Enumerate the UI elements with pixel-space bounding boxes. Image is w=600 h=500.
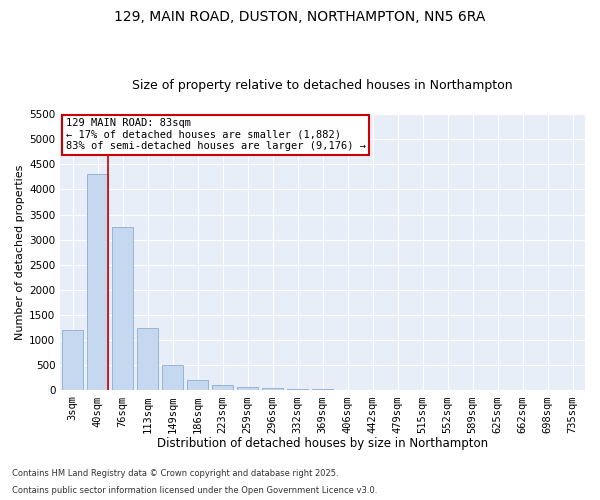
Bar <box>137 328 158 390</box>
Bar <box>262 388 283 390</box>
Text: 129 MAIN ROAD: 83sqm
← 17% of detached houses are smaller (1,882)
83% of semi-de: 129 MAIN ROAD: 83sqm ← 17% of detached h… <box>65 118 365 152</box>
Bar <box>237 386 258 390</box>
X-axis label: Distribution of detached houses by size in Northampton: Distribution of detached houses by size … <box>157 437 488 450</box>
Text: 129, MAIN ROAD, DUSTON, NORTHAMPTON, NN5 6RA: 129, MAIN ROAD, DUSTON, NORTHAMPTON, NN5… <box>115 10 485 24</box>
Bar <box>62 330 83 390</box>
Bar <box>162 366 184 390</box>
Bar <box>287 389 308 390</box>
Bar <box>187 380 208 390</box>
Bar <box>212 386 233 390</box>
Title: Size of property relative to detached houses in Northampton: Size of property relative to detached ho… <box>133 79 513 92</box>
Bar <box>87 174 109 390</box>
Bar <box>112 227 133 390</box>
Text: Contains public sector information licensed under the Open Government Licence v3: Contains public sector information licen… <box>12 486 377 495</box>
Text: Contains HM Land Registry data © Crown copyright and database right 2025.: Contains HM Land Registry data © Crown c… <box>12 468 338 477</box>
Y-axis label: Number of detached properties: Number of detached properties <box>15 164 25 340</box>
